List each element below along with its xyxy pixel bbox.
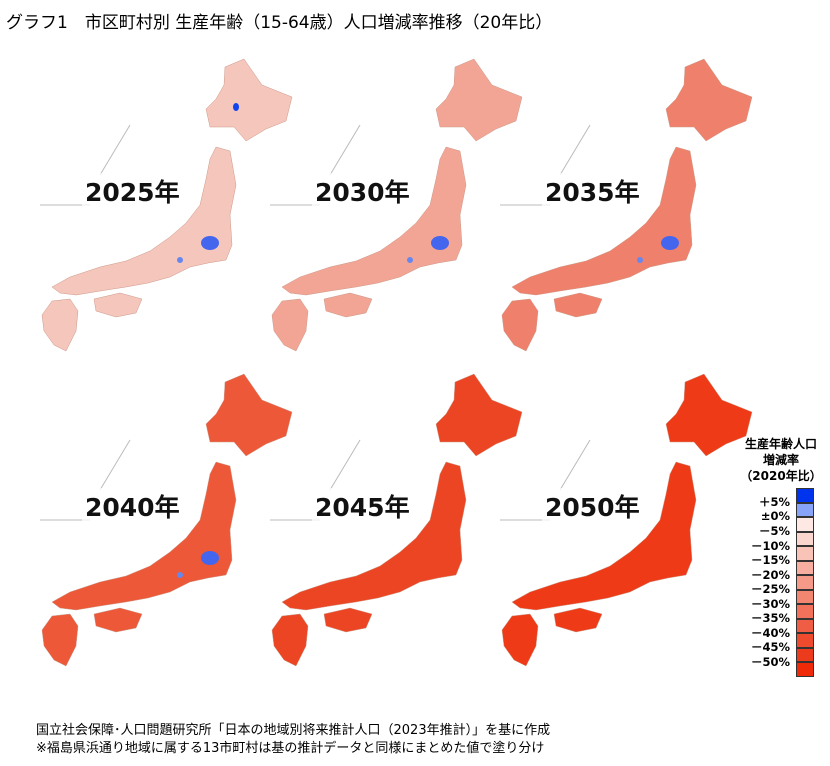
legend-label: ＋5% <box>758 495 790 509</box>
legend-swatch <box>796 647 814 662</box>
legend-label: －50% <box>750 654 790 669</box>
chart-title: グラフ1 市区町村別 生産年齢（15-64歳）人口増減率推移（20年比） <box>6 13 553 33</box>
fukushima-note: ※福島県浜通り地域に属する13市町村は基の推計データと同様にまとめた値で塗り分け <box>36 741 545 756</box>
legend-swatch <box>796 604 814 619</box>
hokkaido <box>665 58 753 142</box>
map-panel-0: 2025年 <box>30 55 300 355</box>
legend-title-line: （2020年比） <box>740 469 822 483</box>
legend-swatch <box>796 618 814 633</box>
legend-label: －40% <box>750 625 790 640</box>
nagoya-growth-area <box>407 257 413 263</box>
shikoku <box>553 607 603 633</box>
nagoya-growth-area <box>637 257 643 263</box>
inset-divider <box>559 439 591 491</box>
legend-swatch <box>796 560 814 575</box>
year-label: 2035年 <box>542 173 643 209</box>
hokkaido <box>435 373 523 457</box>
inset-divider <box>559 124 591 176</box>
legend-label: －15% <box>750 553 790 567</box>
japan-map <box>40 373 293 667</box>
legend-swatch <box>796 517 814 532</box>
legend-label: －45% <box>750 640 790 654</box>
honshu <box>51 461 237 611</box>
legend-swatch <box>796 589 814 604</box>
legend-label: －5% <box>758 524 790 538</box>
legend-swatch <box>796 488 814 503</box>
nagoya-growth-area <box>177 572 183 578</box>
hokkaido <box>435 58 523 142</box>
kyushu <box>41 613 79 667</box>
sapporo-growth-area <box>233 103 239 111</box>
legend-label: －25% <box>750 582 790 596</box>
year-label: 2050年 <box>542 488 643 524</box>
shikoku <box>553 292 603 318</box>
hokkaido <box>205 58 293 142</box>
kyushu <box>41 298 79 352</box>
japan-map <box>40 58 293 352</box>
map-panel-5: 2050年 <box>490 370 760 670</box>
tokyo-growth-area <box>201 551 219 565</box>
honshu <box>281 461 467 611</box>
legend-label: ±0% <box>760 508 790 523</box>
legend-label: －10% <box>750 538 790 553</box>
legend-swatch <box>796 546 814 561</box>
kyushu <box>501 298 539 352</box>
source-note: 国立社会保障･人口問題研究所「日本の地域別将来推計人口（2023年推計）」を基に… <box>36 723 551 738</box>
map-panel-4: 2045年 <box>260 370 530 670</box>
map-panel-3: 2040年 <box>30 370 300 670</box>
map-panel-1: 2030年 <box>260 55 530 355</box>
inset-divider <box>329 439 361 491</box>
map-panel-2: 2035年 <box>490 55 760 355</box>
legend-swatch <box>796 502 814 517</box>
inset-divider <box>99 124 131 176</box>
tokyo-growth-area <box>431 236 449 250</box>
hokkaido <box>205 373 293 457</box>
year-label: 2045年 <box>312 488 413 524</box>
legend-label: －35% <box>750 611 790 625</box>
tokyo-growth-area <box>201 236 219 250</box>
japan-map <box>270 58 523 352</box>
shikoku <box>323 607 373 633</box>
honshu <box>511 146 697 296</box>
footnote: 国立社会保障･人口問題研究所「日本の地域別将来推計人口（2023年推計）」を基に… <box>36 722 550 758</box>
japan-map <box>270 373 523 667</box>
legend-label: －20% <box>750 567 790 582</box>
year-label: 2040年 <box>82 488 183 524</box>
legend-swatch <box>796 575 814 590</box>
shikoku <box>93 607 143 633</box>
kyushu <box>271 613 309 667</box>
shikoku <box>93 292 143 318</box>
legend-swatch <box>796 633 814 648</box>
inset-divider <box>99 439 131 491</box>
legend-swatch <box>796 531 814 546</box>
honshu <box>511 461 697 611</box>
honshu <box>51 146 237 296</box>
tokyo-growth-area <box>661 236 679 250</box>
kyushu <box>271 298 309 352</box>
japan-map <box>500 373 753 667</box>
legend-title-line: 生産年齢人口 <box>744 437 817 451</box>
legend-scale: ＋5% ±0% －5% －10% －15% －20% －25% －30% －35% －40% －45… <box>732 488 830 688</box>
inset-divider <box>329 124 361 176</box>
legend-label: －30% <box>750 596 790 611</box>
kyushu <box>501 613 539 667</box>
legend-title-line: 増減率 <box>762 453 799 467</box>
nagoya-growth-area <box>177 257 183 263</box>
legend-swatch <box>796 662 814 677</box>
hokkaido <box>665 373 753 457</box>
legend-title: 生産年齢人口 増減率 （2020年比） <box>732 436 830 484</box>
japan-map <box>500 58 753 352</box>
honshu <box>281 146 467 296</box>
year-label: 2030年 <box>312 173 413 209</box>
year-label: 2025年 <box>82 173 183 209</box>
shikoku <box>323 292 373 318</box>
legend: 生産年齢人口 増減率 （2020年比） ＋5% ±0% －5% －10% －15% －20… <box>732 436 830 688</box>
